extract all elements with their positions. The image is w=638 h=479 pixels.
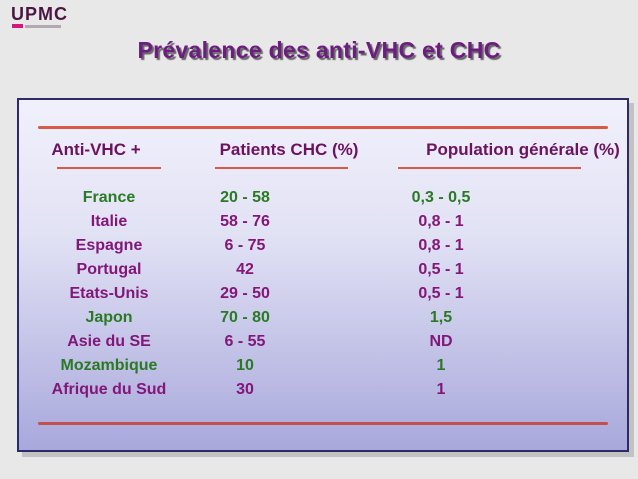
header-underline-patients-chc <box>215 167 348 169</box>
table-row: Asie du SE 6 - 55 ND <box>19 330 627 354</box>
patients-chc-cell: 20 - 58 <box>220 189 270 206</box>
column-header-anti-vhc: Anti-VHC + <box>51 140 141 159</box>
country-cell: Mozambique <box>60 357 158 374</box>
table-row: Espagne 6 - 75 0,8 - 1 <box>19 234 627 258</box>
patients-chc-cell: 29 - 50 <box>220 285 270 302</box>
population-generale-cell: 1 <box>436 357 446 374</box>
population-generale-cell: 1 <box>436 381 446 398</box>
patients-chc-cell: 10 <box>236 357 254 374</box>
table-row: Etats-Unis 29 - 50 0,5 - 1 <box>19 282 627 306</box>
patients-chc-cell: 6 - 55 <box>224 333 266 350</box>
table-row: Japon 70 - 80 1,5 <box>19 306 627 330</box>
patients-chc-cell: 70 - 80 <box>220 309 270 326</box>
upmc-logo-tagline <box>12 24 68 28</box>
population-generale-cell: 0,3 - 0,5 <box>411 189 471 206</box>
country-cell: France <box>82 189 136 206</box>
table-rows: France 20 - 58 0,3 - 0,5 Italie 58 - 76 … <box>19 186 627 402</box>
patients-chc-cell: 6 - 75 <box>224 237 266 254</box>
header-underline-population-generale <box>398 167 581 169</box>
logo-tagline-gray-bar <box>25 24 61 28</box>
table-panel: Anti-VHC + Patients CHC (%) Population g… <box>17 98 629 452</box>
population-generale-cell: 0,8 - 1 <box>418 237 464 254</box>
column-header-patients-chc: Patients CHC (%) <box>219 140 359 159</box>
patients-chc-cell: 30 <box>236 381 254 398</box>
country-cell: Japon <box>85 309 133 326</box>
country-cell: Etats-Unis <box>69 285 149 302</box>
column-header-population-generale: Population générale (%) <box>426 140 620 159</box>
table-row: Italie 58 - 76 0,8 - 1 <box>19 210 627 234</box>
population-generale-cell: 0,8 - 1 <box>418 213 464 230</box>
country-cell: Italie <box>90 213 128 230</box>
country-cell: Asie du SE <box>67 333 151 350</box>
upmc-logo-text: UPMC <box>11 4 68 24</box>
population-generale-cell: ND <box>429 333 453 350</box>
country-cell: Portugal <box>76 261 142 278</box>
table-row: Portugal 42 0,5 - 1 <box>19 258 627 282</box>
population-generale-cell: 0,5 - 1 <box>418 285 464 302</box>
country-cell: Afrique du Sud <box>51 381 167 398</box>
table-header-row: Anti-VHC + Patients CHC (%) Population g… <box>19 140 627 162</box>
slide-title: Prévalence des anti-VHC et CHC <box>137 37 501 63</box>
top-divider-line <box>38 126 608 129</box>
header-underline-anti-vhc <box>57 167 161 169</box>
upmc-logo: UPMC <box>11 5 68 28</box>
logo-tagline-pink-bar <box>12 24 23 28</box>
patients-chc-cell: 58 - 76 <box>220 213 270 230</box>
bottom-divider-line <box>38 422 608 425</box>
population-generale-cell: 1,5 <box>429 309 453 326</box>
population-generale-cell: 0,5 - 1 <box>418 261 464 278</box>
table-row: Mozambique 10 1 <box>19 354 627 378</box>
table-row: France 20 - 58 0,3 - 0,5 <box>19 186 627 210</box>
country-cell: Espagne <box>75 237 143 254</box>
patients-chc-cell: 42 <box>236 261 254 278</box>
table-row: Afrique du Sud 30 1 <box>19 378 627 402</box>
